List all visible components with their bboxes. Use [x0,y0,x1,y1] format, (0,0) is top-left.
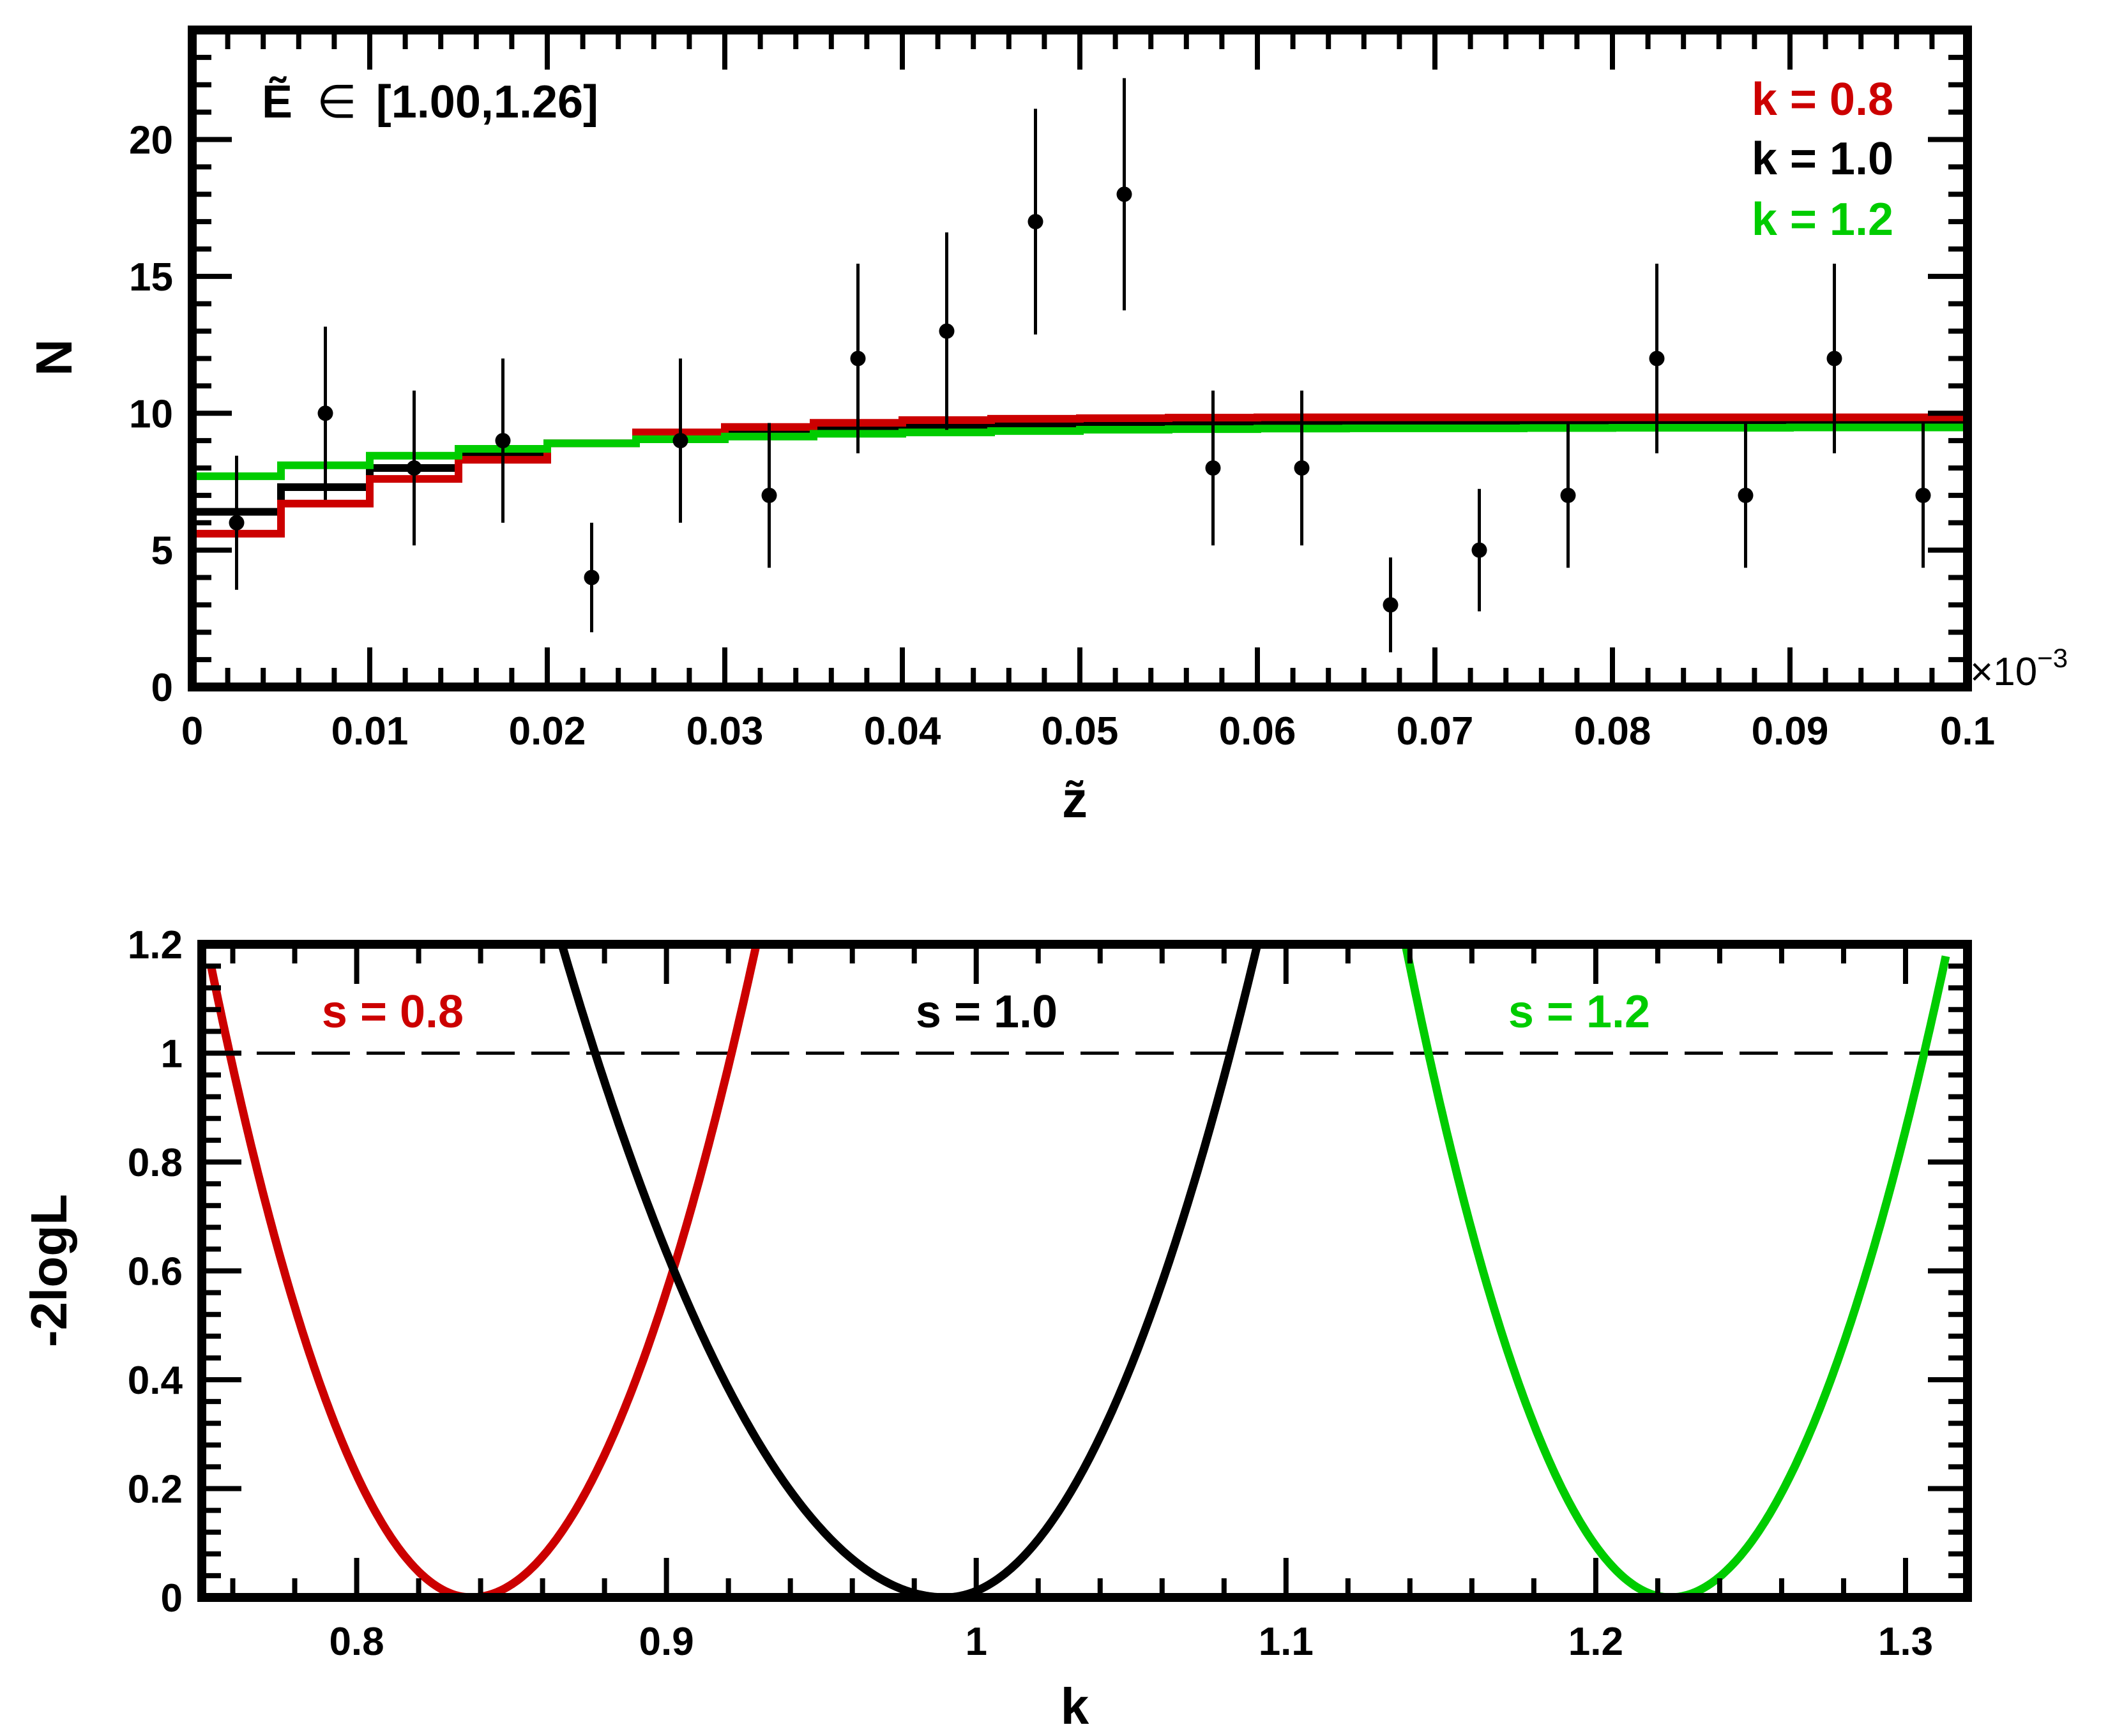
y-tick-label: 0.2 [128,1468,183,1512]
data-point [584,570,600,585]
likelihood-panel: 0.8 0.9 1 1.1 1.2 1.3 0 0.2 0.4 0.6 0.8 1 1.2 s = 0.… [20,923,1972,1735]
x-tick-label: 1 [965,1620,987,1664]
y-tick-label: 15 [129,255,173,299]
energy-symbol: Ẽ [262,76,292,128]
data-point [1649,351,1665,366]
likelihood-ticks: 0.8 0.9 1 1.1 1.2 1.3 0 0.2 0.4 0.6 0.8 1 1.2 [128,923,1970,1664]
energy-range-value: [1.00,1.26] [376,77,598,128]
x-axis-multiplier: ×10−3 [1970,643,2068,694]
legend-k-1.2: k = 1.2 [1752,194,1893,245]
y-axis-title: N [26,339,82,376]
x-tick-label: 0.04 [864,709,941,753]
legend-k-1.0: k = 1.0 [1752,133,1893,185]
data-point [229,515,245,531]
x-tick-label: 0 [181,709,203,753]
x-tick-label: 0.02 [509,709,586,753]
x-tick-label: 0.07 [1397,709,1474,753]
x-tick-label: 1.3 [1878,1620,1933,1664]
x-axis-title: z̃ [1062,771,1088,828]
x-tick-label: 0.08 [1574,709,1651,753]
x-tick-label: 0.01 [331,709,409,753]
y-tick-label: 0 [151,666,173,710]
y-tick-label: 0.8 [128,1141,183,1185]
y-tick-label: 0.4 [128,1359,183,1403]
data-point [317,405,333,421]
histogram-k=1.2 [188,423,1971,687]
x-tick-label: 0.1 [1940,709,1995,753]
element-of-symbol: ∈ [317,77,357,128]
energy-range-annotation: Ẽ ∈ [1.00,1.26] [262,76,598,128]
data-point [1383,597,1399,613]
y-tick-label: 0 [161,1576,183,1620]
x-tick-label: 1.1 [1259,1620,1314,1664]
legend-k-0.8: k = 0.8 [1752,74,1893,125]
data-point [1471,542,1487,558]
y-tick-label: 1.2 [128,923,183,967]
data-point [672,433,688,449]
x-tick-label: 0.06 [1219,709,1296,753]
data-point [1116,186,1132,202]
histogram-marks [188,78,1971,687]
label-s-0.8: s = 0.8 [322,986,464,1038]
y-tick-label: 5 [151,529,173,573]
data-point [939,323,955,339]
x-axis-title-likelihood: k [1061,1678,1089,1735]
data-point [1738,487,1754,503]
y-tick-label: 20 [129,119,173,163]
y-tick-label: 10 [129,392,173,436]
data-point [1826,351,1842,366]
y-tick-label: 1 [161,1032,183,1076]
label-s-1.0: s = 1.0 [916,986,1058,1038]
data-point [406,460,422,476]
x-tick-label: 0.05 [1042,709,1119,753]
y-tick-label: 0.6 [128,1250,183,1294]
label-s-1.2: s = 1.2 [1508,986,1650,1038]
histogram-panel: 0 0.01 0.02 0.03 0.04 0.05 0.06 0.07 0.08 0.09 0.1… [26,26,2068,828]
x-tick-label: 0.8 [329,1620,384,1664]
data-point [1560,487,1576,503]
histogram-k=0.8 [188,413,1971,687]
data-point [1915,487,1931,503]
x-tick-label: 0.03 [686,709,764,753]
y-axis-title-likelihood: -2logL [20,1194,77,1347]
data-point [1027,214,1043,230]
x-tick-label: 1.2 [1568,1620,1623,1664]
data-point [1205,460,1221,476]
x-tick-label: 0.9 [639,1620,694,1664]
data-point [761,487,777,503]
data-point [1294,460,1310,476]
x-tick-label: 0.09 [1752,709,1829,753]
curve-s=1.0 [557,944,1262,1597]
data-point [850,351,866,366]
histogram-ticks: 0 0.01 0.02 0.03 0.04 0.05 0.06 0.07 0.08 0.09 0.1… [129,27,1995,753]
data-point [495,433,511,449]
